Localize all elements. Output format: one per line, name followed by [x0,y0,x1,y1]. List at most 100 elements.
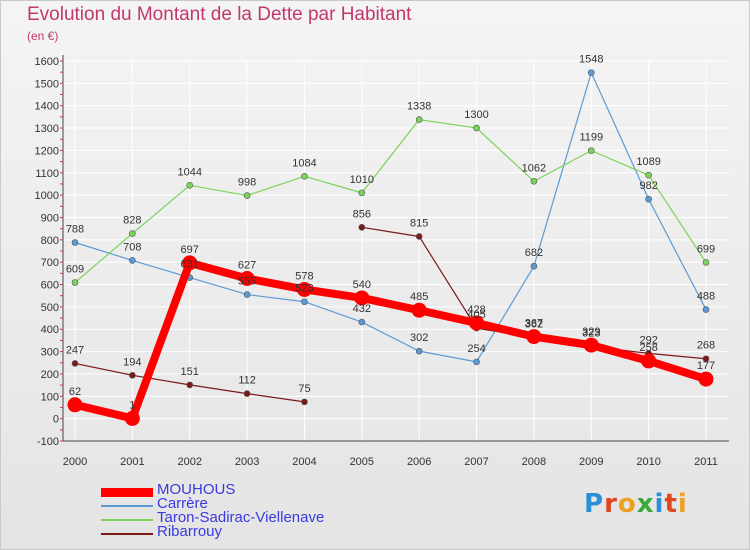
data-point [182,255,198,271]
data-label: 329 [582,326,600,338]
logo-letter: t [664,489,678,519]
data-point [358,189,366,197]
data-label: 1089 [636,156,660,168]
data-point [354,290,370,306]
data-label: 1044 [177,166,201,178]
data-label: 1300 [464,109,488,121]
legend-swatch [101,519,153,521]
data-label: 292 [639,334,657,346]
data-point [243,390,251,397]
data-point [67,397,83,413]
logo-letter: P [584,489,605,519]
x-tick-label: 2002 [177,456,201,468]
data-label: 367 [525,318,543,330]
data-point [587,69,595,76]
data-point [301,398,308,406]
data-point [129,371,136,379]
data-label: 405 [467,309,485,321]
data-label: 428 [467,304,485,316]
data-point [473,124,480,132]
data-point [583,337,599,353]
data-label: 578 [295,270,313,282]
data-point [71,360,79,367]
data-point [526,329,542,345]
data-label: 828 [123,215,141,227]
data-label: 1010 [350,174,374,186]
data-label: 540 [353,279,371,291]
data-label: 699 [697,243,715,255]
data-label: 485 [410,291,428,303]
x-tick-label: 2004 [292,456,316,468]
data-point [124,410,140,426]
logo-letter: x [636,489,655,519]
y-tick-label: 300 [41,347,59,359]
data-point [71,279,79,286]
data-label: 254 [467,343,485,355]
data-point [301,173,308,180]
data-label: 323 [582,327,600,339]
legend-label: Carrère [157,495,208,512]
data-label: 697 [181,244,199,256]
logo-letter: i [654,489,665,519]
y-tick-label: 0 [53,414,59,426]
data-label: 177 [697,360,715,372]
legend-swatch [101,505,153,507]
data-point [186,381,194,389]
data-point [243,192,251,199]
y-tick-label: 700 [41,257,59,269]
data-label: 609 [66,264,84,276]
data-label: 631 [181,259,199,271]
data-point [587,147,595,154]
x-tick-label: 2010 [636,456,660,468]
y-tick-label: 900 [41,212,59,224]
data-label: 362 [525,319,543,331]
y-tick-label: 600 [41,280,59,292]
x-tick-label: 2005 [350,456,374,468]
x-tick-label: 2007 [464,456,488,468]
data-point [239,270,255,286]
y-tick-label: 1500 [35,78,59,90]
data-point [641,353,657,369]
data-label: 982 [639,180,657,192]
data-label: 1338 [407,101,431,113]
data-point [530,262,538,270]
logo-letter: i [677,489,688,519]
data-label: 1062 [522,162,546,174]
x-tick-label: 2009 [579,456,603,468]
data-label: 247 [66,344,84,356]
y-tick-label: 1600 [35,56,59,68]
data-point [358,318,366,326]
data-label: 75 [298,383,310,395]
y-tick-label: 1400 [35,101,59,113]
proxiti-logo: Proxiti [584,489,688,519]
data-label: 998 [238,177,256,189]
data-point [129,230,136,237]
data-point [702,306,710,313]
y-tick-label: -100 [37,436,59,448]
x-tick-label: 2003 [235,456,259,468]
x-tick-label: 2008 [522,456,546,468]
y-tick-label: 1300 [35,123,59,135]
legend-swatch [101,487,153,497]
data-point [645,195,652,203]
data-point [358,224,366,231]
data-label: 788 [66,224,84,236]
data-label: 268 [697,340,715,352]
data-point [473,358,480,366]
data-label: 151 [181,366,199,378]
x-tick-label: 2006 [407,456,431,468]
unit-label: (en €) [27,29,59,43]
data-label: 555 [238,276,256,288]
series-line-taron-sadirac-viellenave [74,118,707,284]
data-point [530,177,538,185]
y-tick-label: 1000 [35,190,59,202]
x-tick-label: 2001 [120,456,144,468]
data-label: 815 [410,217,428,229]
data-label: 1 [129,399,135,411]
data-label: 627 [238,259,256,271]
data-label: 258 [639,342,657,354]
y-tick-label: 1100 [35,168,59,180]
data-label: 682 [525,247,543,259]
y-tick-label: 100 [41,391,59,403]
